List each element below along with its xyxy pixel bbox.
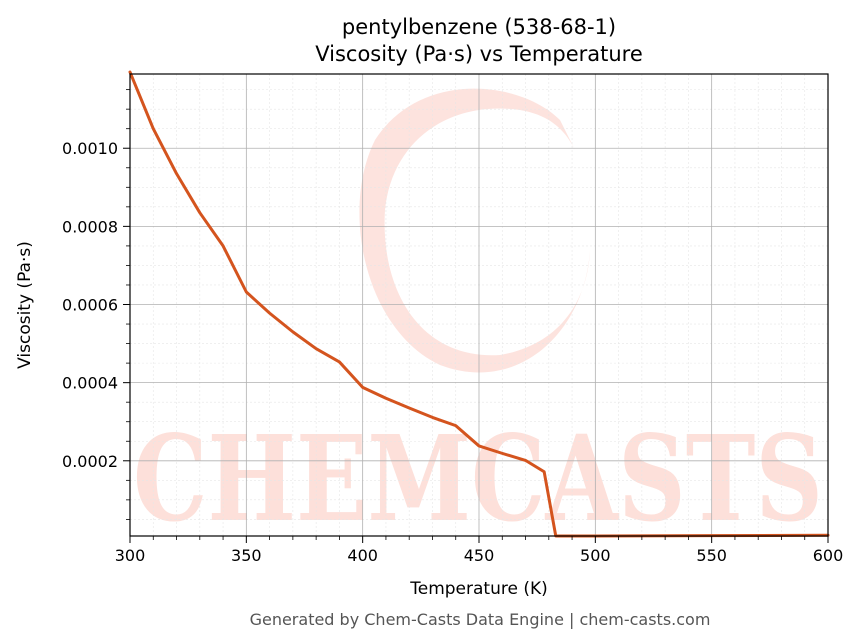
y-tick-label: 0.0010 — [62, 139, 118, 158]
chemcasts-watermark: CHEMCASTS — [133, 88, 823, 548]
x-tick-label: 300 — [115, 546, 146, 565]
chart-subtitle: Viscosity (Pa·s) vs Temperature — [315, 42, 643, 66]
watermark-text: CHEMCASTS — [133, 409, 823, 548]
footer-credit: Generated by Chem-Casts Data Engine | ch… — [250, 610, 711, 629]
chart-title: pentylbenzene (538-68-1) — [342, 15, 616, 39]
y-axis-label: Viscosity (Pa·s) — [15, 241, 35, 369]
y-tick-label: 0.0004 — [62, 374, 118, 393]
x-tick-label: 600 — [813, 546, 844, 565]
axis-tick-labels: 300 350 400 450 500 550 600 0.0002 0.0004 0.0006 0… — [62, 139, 843, 565]
watermark-swirl — [359, 88, 590, 373]
axis-ticks — [123, 89, 829, 543]
x-tick-label: 350 — [231, 546, 262, 565]
y-tick-label: 0.0006 — [62, 296, 118, 315]
x-tick-label: 550 — [696, 546, 727, 565]
x-tick-label: 450 — [464, 546, 495, 565]
y-tick-label: 0.0008 — [62, 217, 118, 236]
x-tick-label: 500 — [580, 546, 611, 565]
y-tick-label: 0.0002 — [62, 452, 118, 471]
x-axis-label: Temperature (K) — [409, 579, 548, 599]
x-tick-label: 400 — [347, 546, 378, 565]
